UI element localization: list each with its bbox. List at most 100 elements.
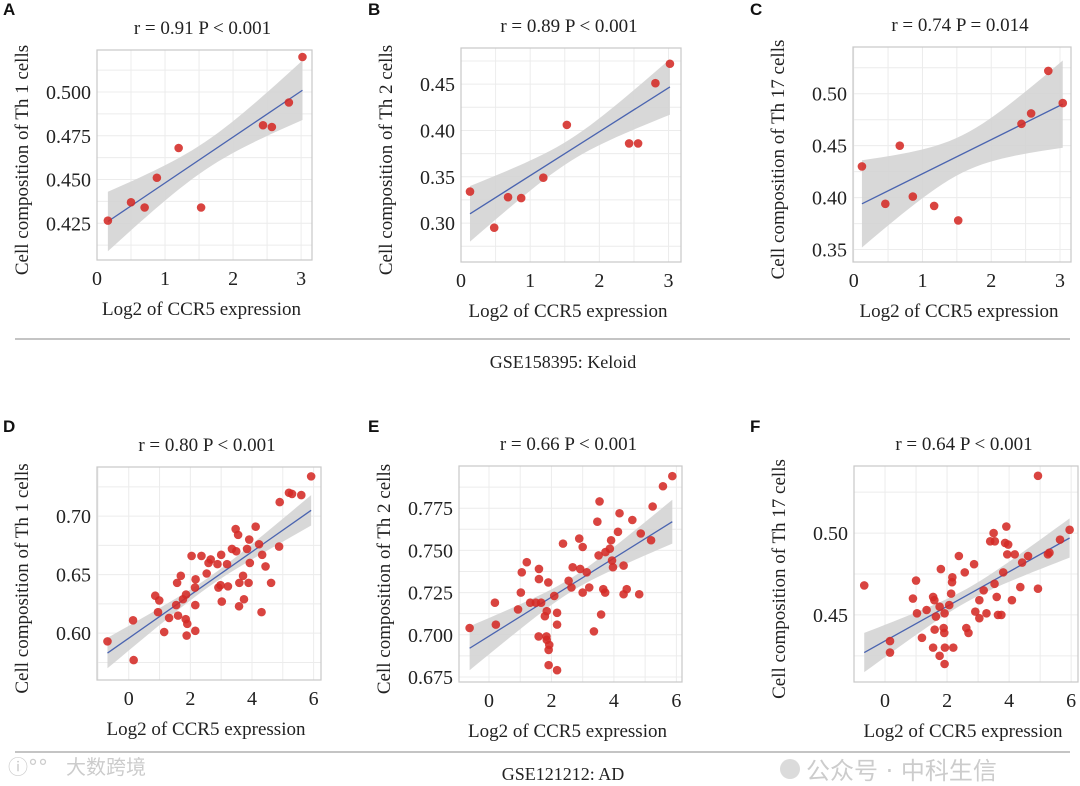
data-point bbox=[287, 489, 297, 499]
wechat-watermark: 公众号 · 中科生信 bbox=[780, 757, 997, 785]
data-point bbox=[542, 632, 551, 641]
data-point bbox=[489, 223, 499, 233]
data-point bbox=[594, 551, 603, 560]
data-point bbox=[534, 574, 544, 584]
data-point bbox=[251, 522, 260, 531]
y-tick-label: 0.725 bbox=[408, 583, 453, 605]
data-point bbox=[917, 633, 927, 643]
data-point bbox=[584, 583, 594, 592]
data-point bbox=[513, 605, 523, 614]
data-point bbox=[190, 626, 200, 636]
data-point bbox=[261, 562, 270, 571]
x-tick-label: 4 bbox=[247, 688, 257, 710]
data-point bbox=[964, 628, 973, 638]
data-point bbox=[182, 619, 192, 629]
data-point bbox=[284, 98, 294, 107]
data-point bbox=[648, 502, 657, 511]
regression-line bbox=[861, 103, 1064, 205]
data-point bbox=[658, 481, 668, 491]
data-point bbox=[990, 579, 999, 589]
data-point bbox=[564, 576, 573, 586]
data-point bbox=[191, 575, 200, 584]
data-point bbox=[206, 555, 215, 564]
data-point bbox=[589, 627, 599, 636]
data-point bbox=[154, 596, 164, 605]
plot-frame bbox=[96, 466, 322, 681]
data-point bbox=[258, 120, 268, 130]
data-point bbox=[238, 571, 248, 581]
data-point bbox=[992, 592, 1002, 602]
x-tick-label: 2 bbox=[594, 270, 604, 292]
x-axis-label: Log2 of CCR5 expression bbox=[864, 721, 1063, 742]
data-point bbox=[935, 651, 944, 661]
data-point bbox=[197, 551, 206, 561]
data-point bbox=[1017, 558, 1027, 567]
data-point bbox=[613, 527, 623, 537]
plot-frame bbox=[852, 46, 1072, 263]
data-point bbox=[223, 582, 233, 591]
data-point bbox=[979, 586, 988, 595]
data-point bbox=[940, 643, 950, 652]
data-point bbox=[171, 600, 181, 610]
data-point bbox=[558, 539, 568, 548]
data-point bbox=[235, 578, 244, 588]
data-point bbox=[911, 576, 921, 585]
data-point bbox=[257, 550, 267, 560]
y-axis-label: Cell composition of Th 1 cells bbox=[12, 45, 33, 275]
data-point bbox=[1017, 119, 1026, 129]
panel-a: Ar = 0.91 P < 0.001 0 1 2 3 0.425 0.450 0.475 0.… bbox=[3, 0, 313, 320]
data-point bbox=[542, 606, 552, 616]
regression-line bbox=[107, 509, 312, 654]
data-point bbox=[216, 580, 225, 590]
data-point bbox=[534, 564, 544, 574]
data-point bbox=[593, 517, 602, 526]
brand-watermark: 大数跨境 bbox=[66, 755, 146, 779]
y-tick-label: 0.475 bbox=[46, 126, 91, 148]
y-axis-label: Cell composition of Th 2 cells bbox=[376, 45, 397, 275]
y-tick-label: 0.675 bbox=[408, 667, 453, 689]
data-point bbox=[1023, 551, 1033, 561]
data-point bbox=[174, 143, 183, 153]
data-point bbox=[971, 607, 980, 616]
data-point bbox=[182, 631, 191, 640]
x-tick-label: 2 bbox=[185, 688, 195, 710]
y-tick-label: 0.30 bbox=[420, 213, 455, 235]
data-point bbox=[1044, 66, 1053, 76]
data-point bbox=[164, 613, 174, 623]
data-point bbox=[628, 515, 637, 525]
data-point bbox=[953, 216, 963, 225]
group-caption-keloid: GSE158395: Keloid bbox=[490, 352, 637, 372]
x-tick-label: 3 bbox=[1055, 270, 1065, 292]
data-point bbox=[245, 558, 255, 568]
y-axis-label: Cell composition of Th 17 cells bbox=[769, 459, 790, 699]
data-point bbox=[222, 559, 232, 569]
y-tick-label: 0.60 bbox=[56, 623, 91, 645]
data-point bbox=[152, 173, 162, 183]
data-point bbox=[190, 583, 200, 592]
data-point bbox=[196, 203, 206, 212]
data-point bbox=[908, 594, 918, 603]
y-tick-label: 0.775 bbox=[408, 498, 453, 520]
x-tick-label: 0 bbox=[880, 690, 890, 712]
data-point bbox=[567, 583, 576, 592]
data-point bbox=[549, 591, 559, 601]
data-point bbox=[665, 59, 675, 69]
panel-c: Cr = 0.74 P = 0.014 0 1 2 3 0.35 0.40 0.45 0.50 L… bbox=[750, 0, 1072, 322]
x-tick-label: 1 bbox=[525, 270, 535, 292]
data-point bbox=[213, 559, 222, 569]
data-point bbox=[562, 120, 572, 130]
data-point bbox=[885, 636, 895, 646]
data-point bbox=[296, 490, 306, 500]
y-axis-label: Cell composition of Th 1 cells bbox=[12, 463, 33, 693]
data-point bbox=[129, 655, 138, 665]
data-point bbox=[266, 578, 276, 588]
data-point bbox=[574, 534, 584, 543]
panel-letter: C bbox=[750, 0, 762, 19]
data-point bbox=[960, 568, 970, 577]
svg-text:公众号 · 中科生信: 公众号 · 中科生信 bbox=[806, 757, 997, 785]
data-point bbox=[140, 203, 149, 212]
data-point bbox=[1055, 535, 1065, 544]
data-point bbox=[668, 471, 677, 481]
data-point bbox=[936, 564, 946, 574]
data-point bbox=[242, 544, 252, 554]
